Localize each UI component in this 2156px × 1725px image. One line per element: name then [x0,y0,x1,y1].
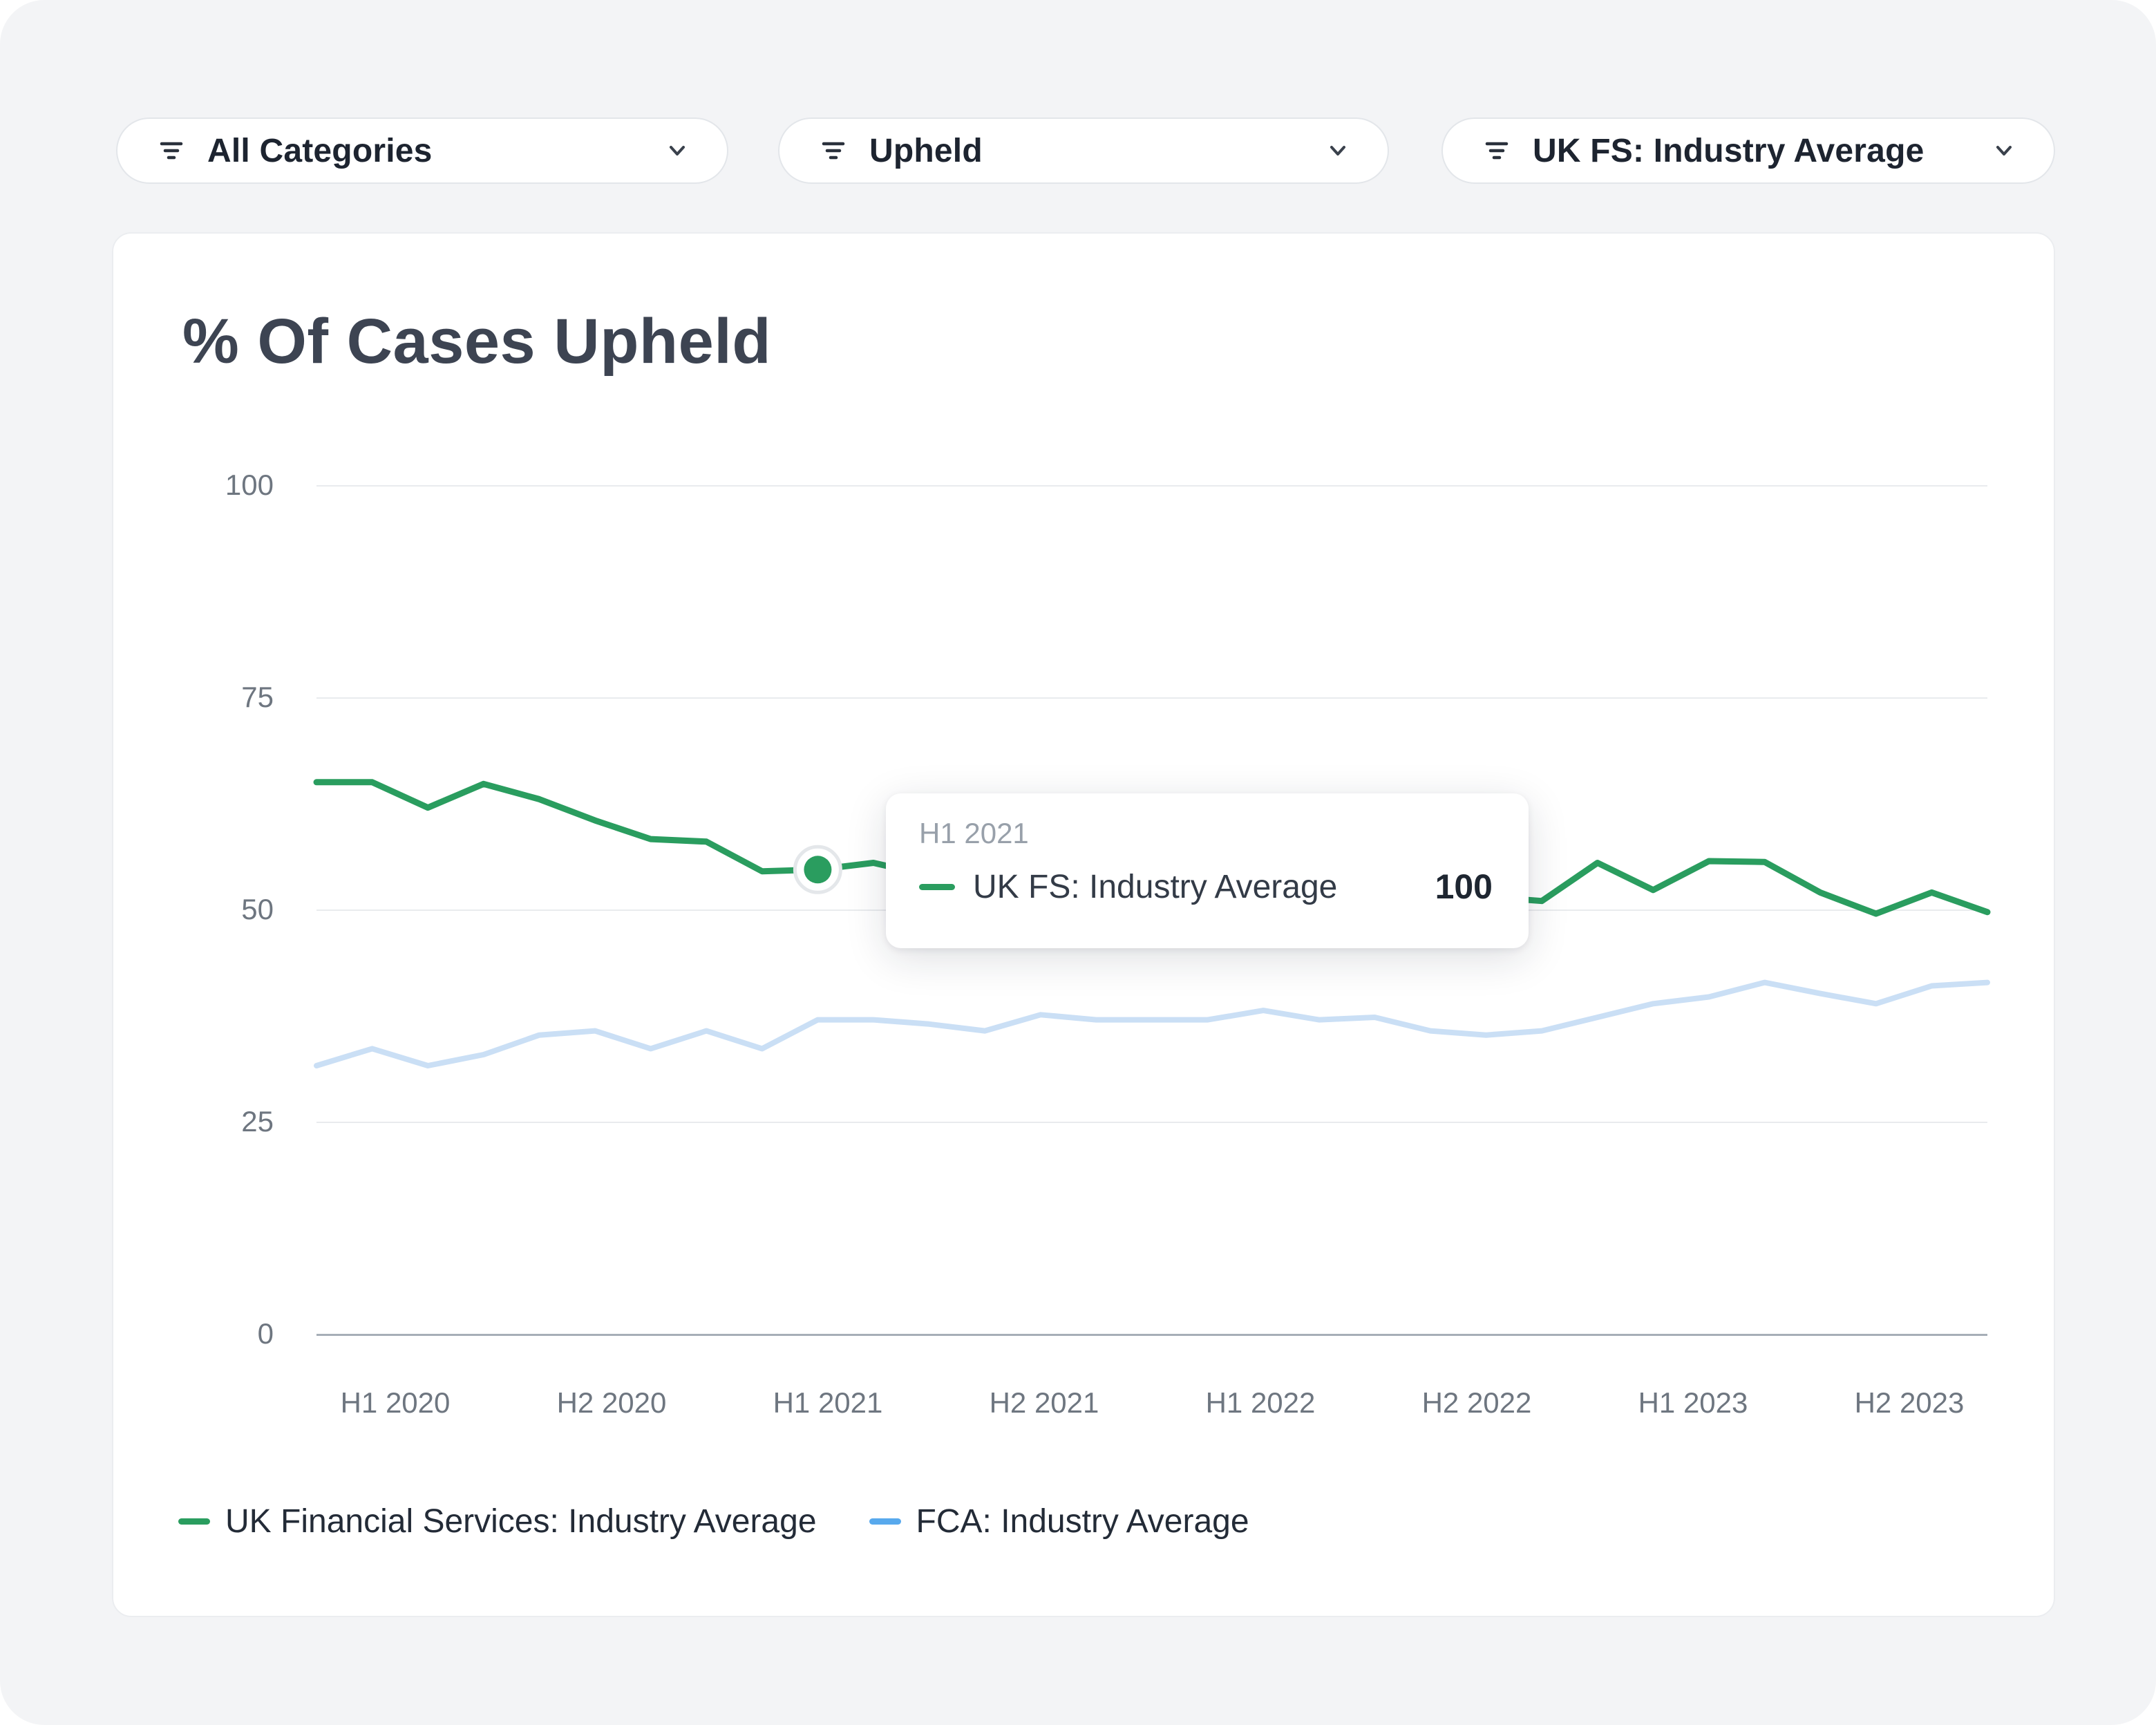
legend-swatch-uk-fs [178,1518,210,1525]
filter-label: Upheld [869,132,983,169]
gridline-75 [316,697,1987,699]
chevron-down-icon [1330,146,1345,155]
filter-dropdown-outcome[interactable]: Upheld [778,117,1389,184]
x-axis-label: H2 2022 [1421,1386,1532,1419]
legend-label: UK Financial Services: Industry Average [225,1503,817,1540]
chart-tooltip: H1 2021 UK FS: Industry Average 100 [886,793,1529,948]
legend-label: FCA: Industry Average [916,1503,1249,1540]
x-axis-label: H2 2020 [556,1386,667,1419]
filter-lines-icon [822,142,845,160]
chart-title: % Of Cases Upheld [182,306,772,377]
marker-dot [804,856,832,884]
filter-lines-icon [1485,142,1509,160]
y-axis-label: 50 [241,893,274,925]
tooltip-value: 100 [1435,867,1493,906]
x-axis-label: H2 2021 [989,1386,1099,1419]
x-axis-label: H1 2020 [340,1386,451,1419]
tooltip-row: UK FS: Industry Average 100 [919,867,1495,907]
filter-dropdown-categories[interactable]: All Categories [116,117,728,184]
series-fca-line [314,979,1990,1068]
chevron-down-icon [1996,146,2012,155]
tooltip-period: H1 2021 [919,817,1029,849]
gridline-100 [316,485,1987,487]
legend-swatch-fca [869,1518,901,1525]
filter-label: UK FS: Industry Average [1533,132,1925,169]
filter-dropdown-benchmark[interactable]: UK FS: Industry Average [1441,117,2055,184]
tooltip-series-swatch [919,883,955,890]
filter-label: All Categories [207,132,433,169]
chevron-down-icon [670,146,685,155]
y-axis-label: 75 [241,681,274,713]
y-axis-label: 100 [225,469,274,501]
gridline-0 [316,1334,1987,1336]
x-axis-label: H1 2021 [773,1386,883,1419]
legend-item-uk-fs[interactable]: UK Financial Services: Industry Average [178,1502,817,1540]
gridline-25 [316,1122,1987,1123]
x-axis-label: H2 2023 [1854,1386,1965,1419]
legend-item-fca[interactable]: FCA: Industry Average [869,1502,1249,1540]
chart-legend: UK Financial Services: Industry Average … [178,1502,1249,1540]
y-axis-label: 0 [257,1317,274,1350]
x-axis-label: H1 2022 [1205,1386,1316,1419]
y-axis-label: 25 [241,1105,274,1138]
tooltip-series-label: UK FS: Industry Average [973,868,1338,905]
chart-card: % Of Cases Upheld H1 2021 UK FS: Industr… [112,232,2055,1617]
filter-lines-icon [160,142,183,160]
x-axis-label: H1 2023 [1638,1386,1748,1419]
